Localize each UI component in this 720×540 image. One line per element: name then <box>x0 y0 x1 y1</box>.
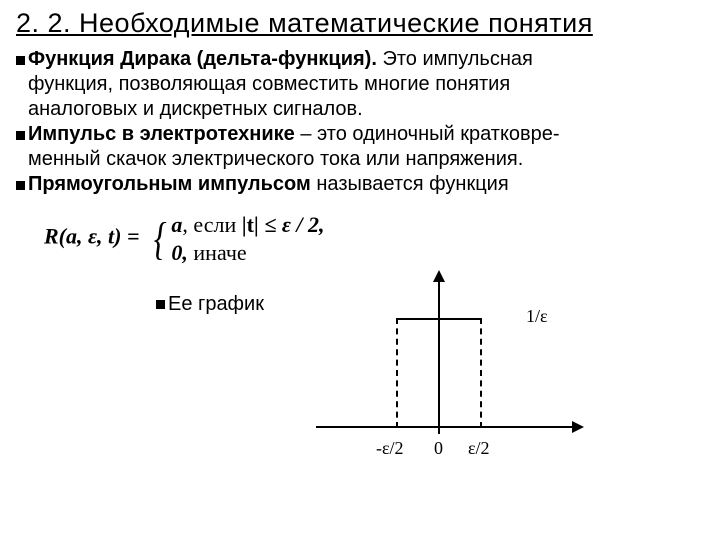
p1-rest: Это импульсная <box>377 48 533 70</box>
bullet-mark-icon <box>16 56 25 65</box>
p3-rest: называется функция <box>311 173 509 195</box>
brace-icon: { <box>154 212 167 265</box>
p2-lead: Импульс в электротехнике <box>28 123 295 145</box>
p1-cont2: аналоговых и дискретных сигналов. <box>16 97 704 122</box>
p1-lead: Функция Дирака (дельта-функция). <box>28 48 377 70</box>
bullet-3: Прямоугольным импульсом называется функц… <box>16 172 704 197</box>
axis-x <box>316 426 576 428</box>
pulse-top <box>396 318 482 320</box>
formula-r1a: a <box>171 212 182 237</box>
bullet-mark-icon <box>156 300 165 309</box>
formula-r1b: , если <box>182 212 241 237</box>
label-zero: 0 <box>434 438 443 459</box>
p2-cont: менный скачок электрического тока или на… <box>16 147 704 172</box>
pulse-right-edge <box>480 318 482 428</box>
graph-caption: Ее график <box>168 292 316 317</box>
formula-r2b: иначе <box>188 240 247 265</box>
label-neg-eps: -ε/2 <box>376 438 404 459</box>
formula-r2a: 0, <box>171 240 188 265</box>
section-title: 2. 2. Необходимые математические понятия <box>16 8 704 39</box>
arrow-up-icon <box>433 270 445 282</box>
pulse-left-edge <box>396 318 398 428</box>
label-pos-eps: ε/2 <box>468 438 490 459</box>
label-amplitude: 1/ε <box>526 306 548 327</box>
p3-lead: Прямоугольным импульсом <box>28 173 311 195</box>
bullet-graph: Ее график <box>156 292 316 317</box>
axis-y <box>438 274 440 434</box>
pulse-graph: 1/ε -ε/2 0 ε/2 <box>316 274 596 474</box>
p1-cont1: функция, позволяющая совместить многие п… <box>16 72 704 97</box>
arrow-right-icon <box>572 421 584 433</box>
formula: R(a, ε, t) = { a, если |t| ≤ ε / 2, 0, и… <box>44 211 704 266</box>
formula-r1c: |t| <box>242 212 259 237</box>
formula-lhs: R(a, ε, t) = <box>44 224 145 249</box>
formula-r1d: ≤ ε / 2, <box>259 212 325 237</box>
bullet-2: Импульс в электротехнике – это одиночный… <box>16 122 704 147</box>
bullet-mark-icon <box>16 131 25 140</box>
bullet-1: Функция Дирака (дельта-функция). Это имп… <box>16 47 704 72</box>
p2-rest: – это одиночный кратковре- <box>295 123 560 145</box>
bullet-mark-icon <box>16 181 25 190</box>
